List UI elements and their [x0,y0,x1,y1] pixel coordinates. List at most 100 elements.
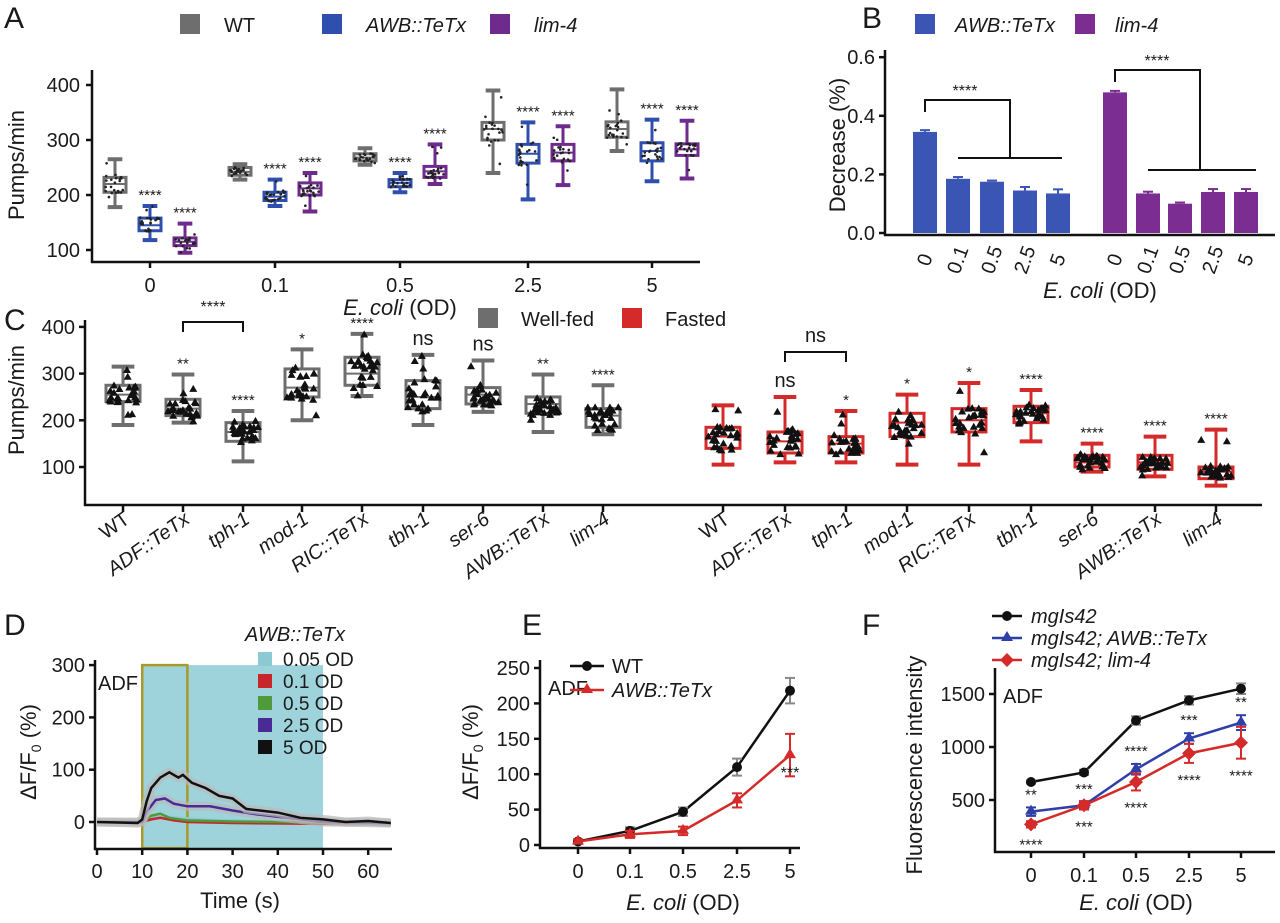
y-tick-label: 100 [52,760,85,782]
data-point-circle [1184,695,1194,706]
legend-label: AWB::TeTx [365,15,467,37]
data-point [272,193,276,196]
data-point [658,155,661,159]
data-point [830,431,839,439]
data-point-triangle [677,823,689,834]
data-point [641,154,644,158]
data-point [659,146,663,150]
x-tick-label: 20 [176,861,198,883]
x-tick-label: 5 [1046,251,1070,269]
data-point [228,422,237,430]
data-point [1222,470,1231,478]
significance-label: **** [173,205,197,222]
data-point [1145,457,1154,465]
data-point [358,153,362,156]
box-plot [950,380,989,467]
data-point [891,414,900,422]
data-point [567,151,571,155]
data-point [727,441,736,449]
legend-label: 0.05 OD [283,650,354,671]
data-point [104,174,108,178]
data-point [368,366,377,374]
y-tick-label: 100 [47,240,80,262]
data-point [114,176,118,180]
data-point [493,138,496,142]
data-point [1138,471,1147,479]
bar [1103,92,1127,233]
data-point-triangle [624,827,636,838]
data-point [361,156,365,159]
data-point [1162,454,1171,462]
significance-label: **** [1124,743,1148,760]
data-point [527,148,531,152]
data-point [1163,458,1172,466]
data-point [410,400,419,408]
significance-label: **** [388,154,412,171]
data-point-circle [1002,611,1012,621]
data-point [610,420,619,428]
data-point [104,185,107,189]
data-point [230,417,239,425]
x-tick-label: 0.5 [1122,865,1150,887]
data-point [660,157,663,161]
data-point [590,413,599,421]
data-point [1083,461,1092,469]
legend-swatch [258,718,272,732]
data-point [498,162,502,166]
data-point [169,411,178,419]
x-tick-label: 0 [91,861,102,883]
data-point [316,184,319,187]
data-point [435,151,439,155]
data-point [614,403,623,411]
data-point [711,405,720,413]
data-point [360,330,369,338]
x-tick-label: 0.5 [1165,243,1195,277]
data-point [887,421,896,429]
data-point [791,442,800,450]
series-line [577,689,792,843]
data-point [473,390,482,398]
data-point [312,186,315,189]
data-point [625,142,629,146]
data-point [185,246,189,250]
x-tick-label: ser-6 [1053,508,1103,552]
data-point [557,146,560,149]
bar [1136,193,1160,233]
y-axis-label-subscript: 0 [470,744,486,752]
legend-swatch [322,14,342,34]
data-point [733,433,742,441]
data-point [692,154,695,157]
data-point [1022,403,1031,411]
box-plot [480,88,506,175]
panel-label: D [4,609,26,642]
data-point [1092,451,1101,459]
box-plot [583,383,623,437]
data-point [188,247,192,250]
data-point [189,417,198,425]
bar [1201,191,1225,233]
data-point [238,171,242,174]
data-point [353,391,362,399]
data-point [687,146,691,150]
data-point [959,423,968,431]
data-point [234,166,237,170]
data-point [783,427,792,435]
data-point [656,147,659,150]
data-point [486,136,489,140]
x-tick-label: 5 [784,861,795,883]
data-point [832,450,841,458]
data-point [366,372,375,380]
x-axis-label-italic: E. coli [1079,890,1140,915]
data-point [168,406,177,414]
data-point [546,410,555,418]
data-point [963,404,972,412]
data-point [232,172,236,176]
significance-label: * [299,330,305,347]
data-point [608,109,611,112]
data-point [827,447,836,455]
y-axis-label-main: ΔF/F [458,752,483,800]
data-point [287,389,296,397]
significance-label: ** [177,356,189,373]
bar [913,131,937,233]
